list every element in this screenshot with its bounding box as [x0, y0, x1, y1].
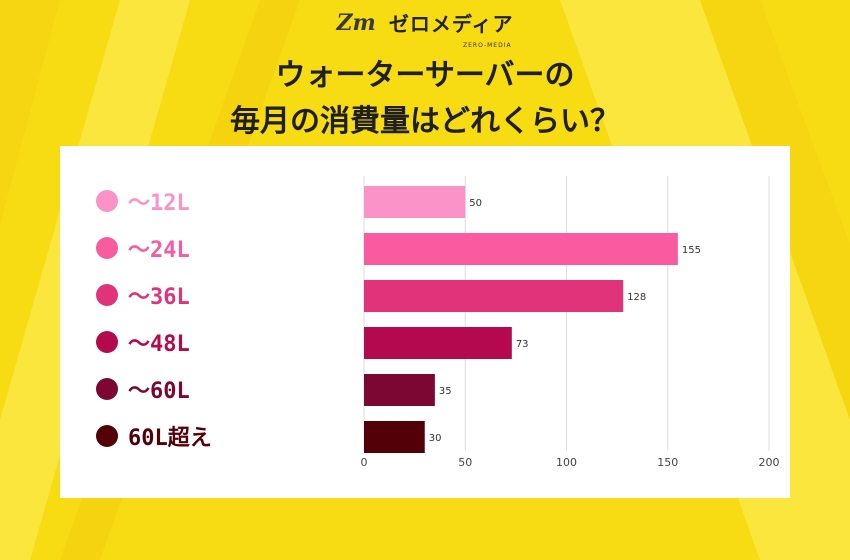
data-label: 50	[469, 198, 482, 209]
data-label: 35	[439, 386, 452, 397]
x-tick-label: 0	[361, 456, 368, 469]
data-label: 30	[429, 433, 442, 444]
x-tick-label: 100	[556, 456, 577, 469]
page-title-line1: ウォーターサーバーの	[275, 58, 575, 93]
bar-chart: 0 50 100 150 200 50 155 128 73 35 30	[361, 176, 780, 469]
legend-label: ～24L	[128, 238, 190, 263]
x-tick-label: 50	[458, 456, 472, 469]
legend-label: ～48L	[128, 332, 190, 357]
legend-dot-icon	[96, 425, 118, 447]
legend-label: ～60L	[128, 379, 190, 404]
legend-dot-icon	[96, 237, 118, 259]
legend-item: ～12L	[96, 186, 190, 216]
logo-mark: Zm	[336, 9, 376, 36]
legend-label: ～12L	[128, 191, 190, 216]
x-tick-label: 150	[657, 456, 678, 469]
bar	[364, 374, 435, 406]
legend-item: ～24L	[96, 233, 190, 263]
legend-label: ～36L	[128, 285, 190, 310]
bar	[364, 233, 678, 265]
legend-item: 60L超え	[96, 421, 212, 451]
x-tick-label: 200	[759, 456, 780, 469]
legend-item: ～36L	[96, 280, 190, 310]
logo-text: ゼロメディア	[388, 12, 514, 36]
bar	[364, 327, 512, 359]
page-title-line2: 毎月の消費量はどれくらい？	[230, 104, 620, 139]
data-label: 73	[516, 339, 529, 350]
legend-dot-icon	[96, 284, 118, 306]
bar	[364, 280, 624, 312]
legend-dot-icon	[96, 378, 118, 400]
legend-dot-icon	[96, 190, 118, 212]
legend-item: ～48L	[96, 327, 190, 357]
chart-card: ～12L ～24L ～36L ～48L ～60L 60L超え 0 50 100 150 200 50…	[60, 146, 790, 498]
legend-dot-icon	[96, 331, 118, 353]
data-label: 128	[627, 292, 646, 303]
data-label: 155	[682, 245, 701, 256]
bar	[364, 186, 466, 218]
logo: Zm ゼロメディア	[0, 8, 850, 37]
legend-label: 60L超え	[128, 426, 212, 451]
logo-subtext: ZERO-MEDIA	[463, 42, 512, 49]
bar	[364, 421, 425, 453]
legend-item: ～60L	[96, 374, 190, 404]
